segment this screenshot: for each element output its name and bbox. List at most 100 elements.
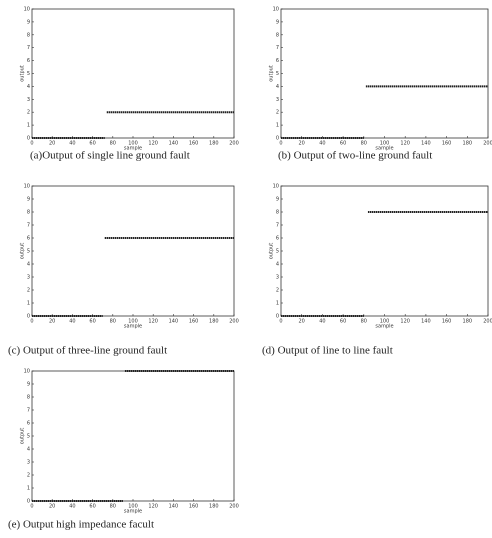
- x-tick-label: 160: [189, 504, 199, 510]
- x-tick-label: 80: [361, 141, 367, 147]
- x-axis-label: sample: [375, 146, 393, 152]
- x-axis-label: sample: [375, 324, 393, 330]
- x-tick-label: 40: [69, 319, 75, 325]
- y-tick-label: 2: [27, 473, 30, 479]
- y-tick-label: 2: [27, 288, 30, 294]
- x-tick-label: 80: [110, 504, 116, 510]
- x-tick-label: 140: [421, 141, 431, 147]
- y-tick-label: 6: [27, 421, 30, 427]
- y-axis-label: output: [20, 243, 26, 260]
- x-tick-label: 60: [340, 141, 346, 147]
- x-tick-label: 140: [169, 141, 179, 147]
- y-tick-label: 4: [27, 447, 30, 453]
- y-tick-label: 10: [273, 184, 279, 190]
- y-tick-label: 8: [27, 395, 30, 401]
- y-tick-label: 1: [276, 123, 279, 129]
- y-tick-label: 6: [27, 236, 30, 242]
- x-tick-label: 80: [361, 319, 367, 325]
- y-axis-label: output: [20, 65, 26, 82]
- y-tick-label: 2: [276, 110, 279, 116]
- x-tick-label: 20: [299, 141, 305, 147]
- x-tick-label: 40: [319, 319, 325, 325]
- x-tick-label: 180: [463, 141, 473, 147]
- y-tick-label: 3: [27, 97, 30, 103]
- x-tick-label: 60: [340, 319, 346, 325]
- x-tick-label: 20: [49, 504, 55, 510]
- plot-frame: [280, 185, 489, 317]
- x-tick-label: 0: [30, 504, 33, 510]
- y-tick-label: 5: [276, 249, 279, 255]
- y-tick-label: 4: [276, 84, 279, 90]
- series-line: [32, 370, 234, 502]
- x-tick-label: 40: [69, 504, 75, 510]
- x-tick-label: 40: [319, 141, 325, 147]
- plot-frame: [31, 185, 235, 317]
- plot-frame: [31, 370, 235, 502]
- y-tick-label: 1: [27, 301, 30, 307]
- plot-frame: [31, 8, 235, 139]
- x-tick-label: 20: [49, 319, 55, 325]
- y-tick-label: 5: [27, 249, 30, 255]
- y-axis-label: output: [20, 428, 26, 445]
- y-tick-label: 1: [276, 301, 279, 307]
- y-tick-label: 8: [27, 210, 30, 216]
- x-tick-label: 120: [148, 141, 158, 147]
- x-tick-label: 100: [128, 141, 138, 147]
- caption: (e) Output high impedance facult: [8, 519, 154, 531]
- series-line: [281, 211, 488, 317]
- x-tick-label: 160: [189, 141, 199, 147]
- x-tick-label: 140: [169, 319, 179, 325]
- x-tick-label: 100: [380, 141, 390, 147]
- x-tick-label: 60: [89, 504, 95, 510]
- y-tick-label: 8: [276, 210, 279, 216]
- x-tick-label: 200: [229, 141, 239, 147]
- x-tick-label: 140: [169, 504, 179, 510]
- y-tick-label: 7: [27, 223, 30, 229]
- x-tick-label: 20: [49, 141, 55, 147]
- y-tick-label: 1: [27, 123, 30, 129]
- y-tick-label: 5: [27, 434, 30, 440]
- y-axis-label: output: [269, 243, 275, 260]
- y-tick-label: 4: [276, 262, 279, 268]
- y-tick-label: 10: [24, 184, 30, 190]
- x-axis-label: sample: [124, 509, 142, 515]
- y-tick-label: 7: [276, 45, 279, 51]
- x-tick-label: 100: [380, 319, 390, 325]
- y-tick-label: 9: [27, 382, 30, 388]
- y-tick-label: 8: [276, 32, 279, 38]
- y-tick-label: 3: [27, 275, 30, 281]
- x-tick-label: 180: [463, 319, 473, 325]
- y-tick-label: 5: [276, 71, 279, 77]
- x-tick-label: 0: [279, 319, 282, 325]
- y-tick-label: 10: [24, 7, 30, 13]
- x-tick-label: 180: [209, 504, 219, 510]
- x-axis-label: sample: [124, 146, 142, 152]
- y-tick-label: 1: [27, 486, 30, 492]
- series-line: [281, 85, 488, 139]
- y-tick-label: 6: [27, 58, 30, 64]
- x-tick-label: 0: [30, 319, 33, 325]
- series-line: [32, 111, 234, 139]
- caption: (d) Output of line to line fault: [262, 345, 393, 357]
- y-tick-label: 10: [273, 7, 279, 13]
- y-tick-label: 4: [27, 84, 30, 90]
- x-tick-label: 0: [279, 141, 282, 147]
- x-tick-label: 100: [128, 504, 138, 510]
- y-tick-label: 2: [27, 110, 30, 116]
- x-tick-label: 120: [148, 504, 158, 510]
- x-tick-label: 60: [89, 141, 95, 147]
- y-tick-label: 0: [276, 136, 279, 142]
- y-tick-label: 3: [27, 460, 30, 466]
- x-tick-label: 20: [299, 319, 305, 325]
- y-tick-label: 0: [27, 136, 30, 142]
- x-tick-label: 200: [483, 319, 492, 325]
- y-tick-label: 9: [27, 197, 30, 203]
- x-tick-label: 160: [442, 319, 452, 325]
- y-tick-label: 7: [27, 408, 30, 414]
- x-tick-label: 120: [400, 319, 410, 325]
- x-tick-label: 120: [148, 319, 158, 325]
- y-tick-label: 3: [276, 275, 279, 281]
- x-tick-label: 40: [69, 141, 75, 147]
- y-tick-label: 0: [27, 314, 30, 320]
